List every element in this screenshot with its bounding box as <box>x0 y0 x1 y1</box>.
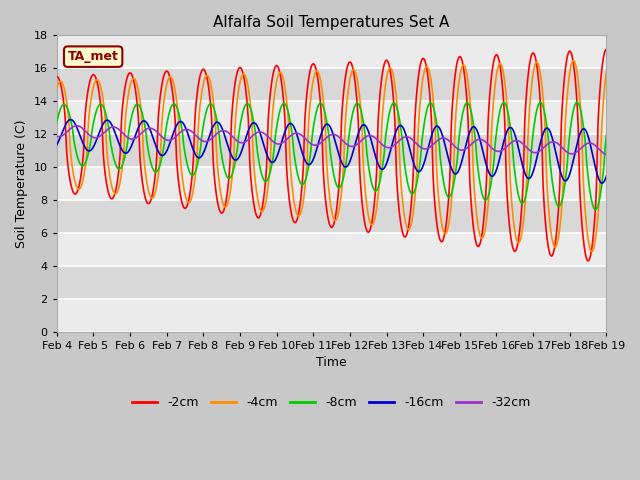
Bar <box>57 167 606 200</box>
Bar <box>57 101 606 134</box>
Bar <box>57 200 606 233</box>
Bar <box>57 266 606 299</box>
Text: TA_met: TA_met <box>68 50 118 63</box>
Bar <box>57 233 606 266</box>
Bar <box>57 299 606 332</box>
Bar <box>57 36 606 68</box>
X-axis label: Time: Time <box>316 356 347 369</box>
Y-axis label: Soil Temperature (C): Soil Temperature (C) <box>15 119 28 248</box>
Bar <box>57 68 606 101</box>
Bar <box>57 134 606 167</box>
Title: Alfalfa Soil Temperatures Set A: Alfalfa Soil Temperatures Set A <box>213 15 450 30</box>
Legend: -2cm, -4cm, -8cm, -16cm, -32cm: -2cm, -4cm, -8cm, -16cm, -32cm <box>127 391 536 414</box>
